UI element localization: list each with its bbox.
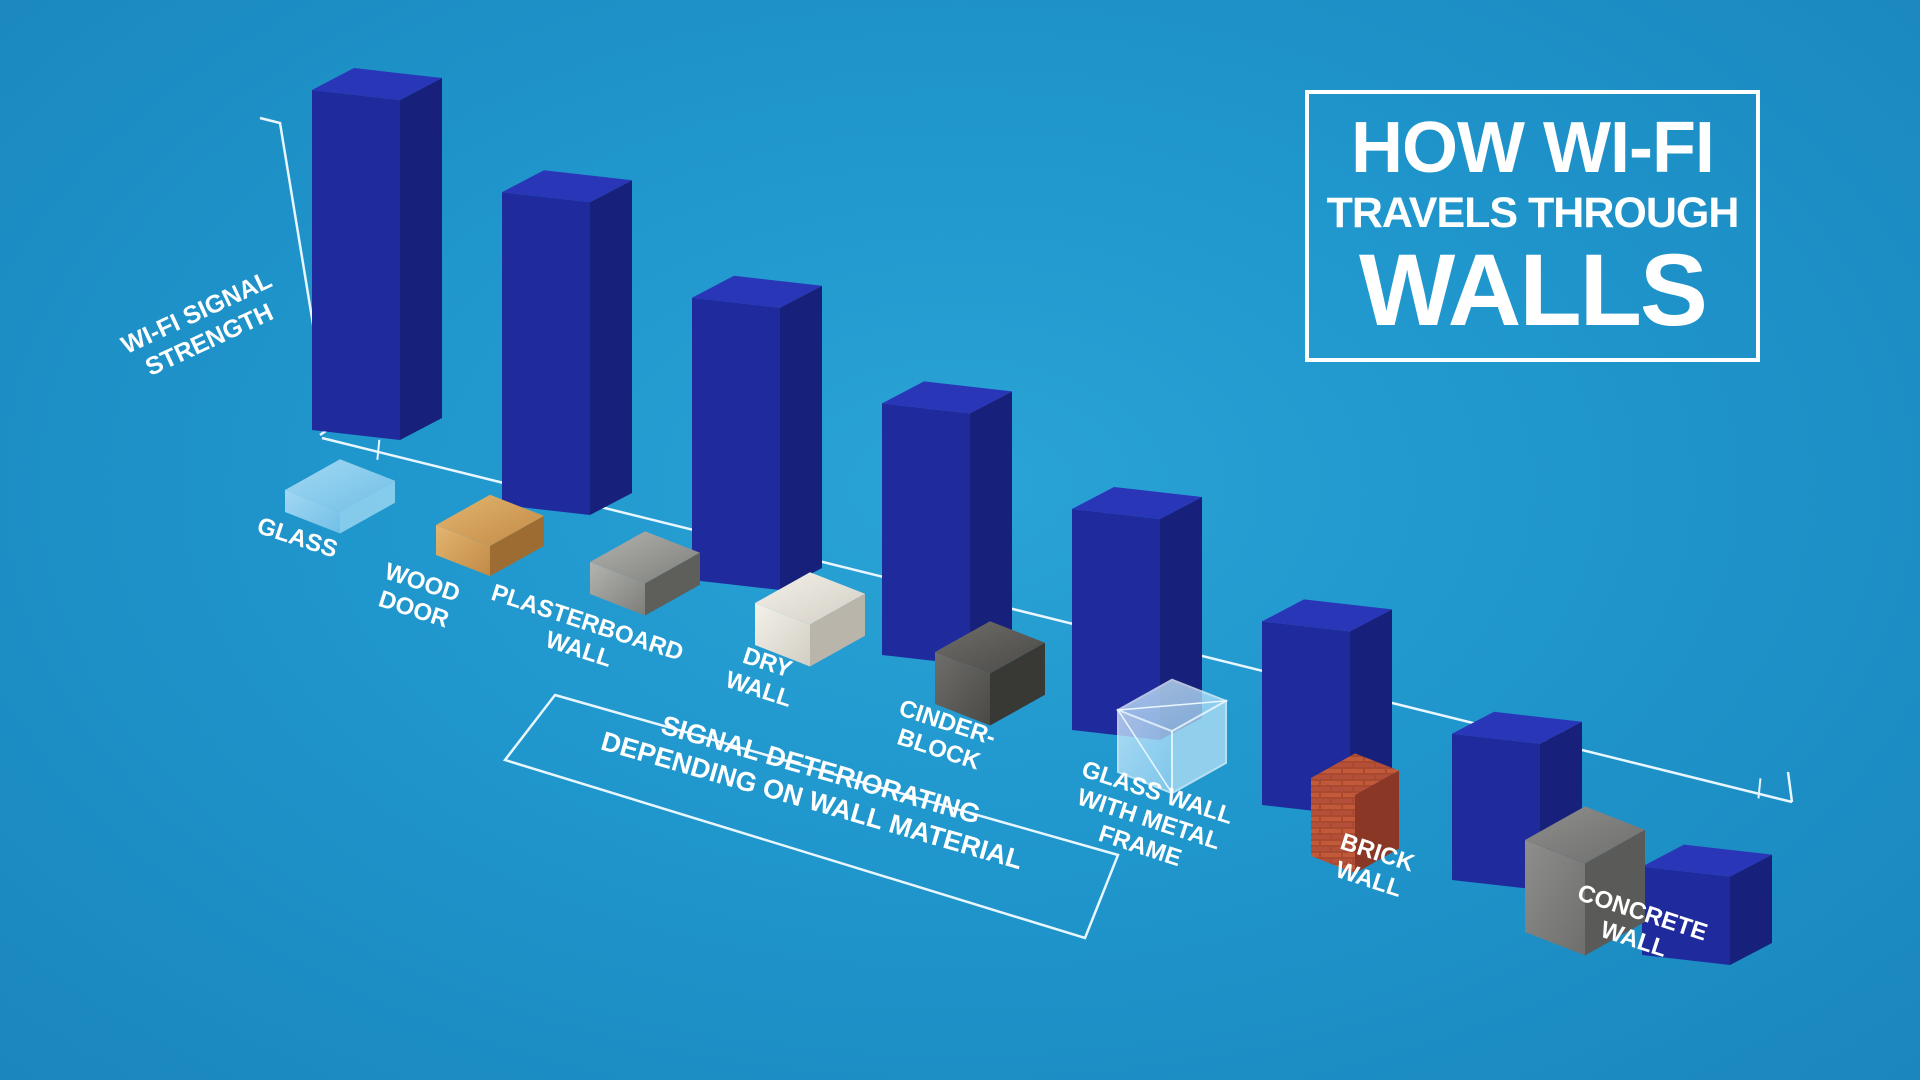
material-left-concrete: [1525, 840, 1585, 956]
material-top-glass: [285, 459, 395, 512]
bar-top-4: [882, 381, 1012, 414]
bar-side-3: [780, 285, 822, 590]
bar-front-3: [692, 297, 780, 590]
material-glass: [285, 459, 395, 534]
material-left-glass: [285, 490, 340, 534]
material-glass-metal: [1115, 678, 1229, 795]
y-axis-bracket: [259, 116, 332, 437]
material-right-drywall: [810, 593, 865, 667]
bar-front-5: [1072, 509, 1160, 740]
tick-8: [1757, 778, 1762, 799]
material-top-cinderblock: [935, 621, 1045, 674]
bar-front-2: [502, 192, 590, 515]
bar-side-2: [590, 180, 632, 515]
bar-side-5: [1160, 497, 1202, 740]
title-line3: WALLS: [1359, 232, 1708, 347]
bar-front-7: [1452, 733, 1540, 890]
material-left-wood: [436, 525, 490, 577]
annotation-box: SIGNAL DETERIORATING DEPENDING ON WALL M…: [502, 693, 1120, 940]
material-left-cinderblock: [935, 652, 990, 726]
material-frame-diagonal: [1117, 700, 1227, 711]
bar-top-7: [1452, 711, 1582, 744]
material-right-concrete: [1585, 829, 1645, 956]
title-line2: TRAVELS THROUGH: [1326, 188, 1740, 237]
material-left-drywall: [755, 603, 810, 667]
material-samples: [285, 459, 1645, 956]
material-left-brick: [1311, 778, 1355, 874]
bar-2: [502, 170, 632, 515]
bar-side-8: [1730, 854, 1772, 965]
bar-top-2: [502, 170, 632, 203]
bar-front-6: [1262, 621, 1350, 815]
material-plasterboard: [590, 531, 700, 616]
material-right-wood: [490, 515, 544, 577]
material-drywall: [755, 572, 865, 667]
material-top-concrete: [1525, 806, 1645, 864]
material-brick: [1311, 753, 1399, 874]
x-axis-end-tick: [1786, 771, 1794, 803]
bar-5: [1072, 487, 1202, 740]
tick-1: [376, 439, 381, 460]
bar-8: [1642, 844, 1772, 965]
bar-side-1: [400, 78, 442, 440]
annotation-frame: [502, 693, 1120, 940]
bar-top-3: [692, 275, 822, 308]
title-line1: HOW WI-FI: [1351, 107, 1715, 188]
material-right-cinderblock: [990, 642, 1045, 726]
bar-top-5: [1072, 487, 1202, 519]
title-box: HOW WI-FI TRAVELS THROUGH WALLS: [1305, 90, 1760, 362]
material-top-plasterboard: [590, 531, 700, 584]
bar-3: [692, 275, 822, 590]
bar-4: [882, 381, 1012, 665]
bar-front-1: [312, 90, 400, 440]
bar-7: [1452, 711, 1582, 890]
material-cinderblock: [935, 621, 1045, 726]
material-concrete: [1525, 806, 1645, 956]
material-right-plasterboard: [645, 552, 700, 616]
bar-front-8: [1642, 866, 1730, 965]
material-right-glass-metal: [1171, 699, 1227, 795]
bar-front-4: [882, 403, 970, 665]
bar-side-4: [970, 391, 1012, 665]
material-right-brick: [1355, 770, 1399, 874]
material-right-glass: [340, 480, 395, 534]
material-top-drywall: [755, 572, 865, 625]
y-axis-label: WI-FI SIGNAL STRENGTH: [117, 266, 277, 382]
bar-top-1: [312, 68, 442, 100]
material-wood: [436, 494, 544, 577]
material-left-plasterboard: [590, 562, 645, 616]
material-top-brick: [1311, 753, 1399, 796]
bar-top-8: [1642, 844, 1772, 877]
material-frame-diagonal-2: [1117, 709, 1173, 794]
bar-top-6: [1262, 599, 1392, 632]
bar-1: [312, 68, 442, 440]
material-top-wood: [436, 494, 544, 547]
